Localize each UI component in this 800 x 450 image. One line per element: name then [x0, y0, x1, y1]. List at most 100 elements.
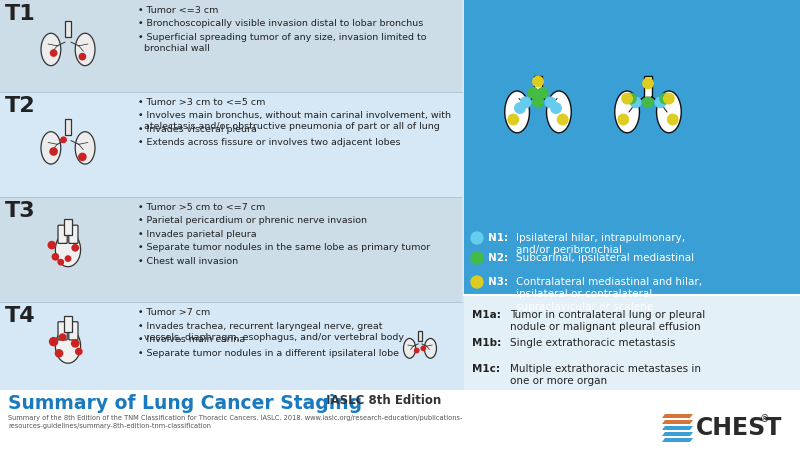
Text: Summary of Lung Cancer Staging: Summary of Lung Cancer Staging	[8, 394, 362, 413]
Text: • Superficial spreading tumor of any size, invasion limited to: • Superficial spreading tumor of any siz…	[138, 33, 426, 42]
Circle shape	[76, 348, 82, 355]
Text: bronchial wall: bronchial wall	[138, 44, 210, 53]
Text: • Tumor >7 cm: • Tumor >7 cm	[138, 308, 210, 317]
Circle shape	[618, 114, 629, 125]
Circle shape	[61, 137, 66, 143]
Text: N2:: N2:	[488, 253, 508, 263]
FancyBboxPatch shape	[534, 76, 542, 97]
FancyBboxPatch shape	[464, 295, 800, 390]
Circle shape	[471, 232, 483, 244]
Circle shape	[521, 97, 531, 108]
FancyBboxPatch shape	[0, 0, 462, 92]
Polygon shape	[662, 438, 693, 442]
Text: • Separate tumor nodules in the same lobe as primary tumor: • Separate tumor nodules in the same lob…	[138, 243, 430, 252]
Circle shape	[72, 340, 79, 347]
Text: Contralateral mediastinal and hilar,
ipsilateral or contralateral
supraclavicula: Contralateral mediastinal and hilar, ips…	[516, 277, 702, 312]
Circle shape	[538, 88, 548, 98]
Polygon shape	[662, 420, 693, 424]
FancyBboxPatch shape	[0, 197, 462, 302]
Circle shape	[508, 114, 518, 125]
Circle shape	[50, 338, 58, 346]
Circle shape	[667, 114, 678, 125]
Text: • Bronchoscopically visible invasion distal to lobar bronchus: • Bronchoscopically visible invasion dis…	[138, 19, 423, 28]
Text: T4: T4	[5, 306, 36, 326]
Circle shape	[471, 276, 483, 288]
FancyBboxPatch shape	[0, 302, 462, 390]
Text: IASLC 8th Edition: IASLC 8th Edition	[322, 394, 442, 407]
FancyBboxPatch shape	[0, 92, 462, 197]
FancyBboxPatch shape	[64, 315, 72, 332]
Ellipse shape	[75, 33, 95, 66]
Circle shape	[545, 97, 555, 108]
Circle shape	[421, 346, 426, 351]
FancyBboxPatch shape	[58, 322, 67, 340]
Text: Ipsilateral hilar, intrapulmonary,
and/or peribronchial: Ipsilateral hilar, intrapulmonary, and/o…	[516, 233, 685, 256]
FancyBboxPatch shape	[69, 322, 78, 340]
Ellipse shape	[657, 91, 682, 133]
Text: atelectasis and/or obstructive pneumonia of part or all of lung: atelectasis and/or obstructive pneumonia…	[138, 122, 440, 131]
FancyBboxPatch shape	[464, 0, 800, 295]
Circle shape	[59, 334, 66, 340]
Text: M1b:: M1b:	[472, 338, 502, 348]
Circle shape	[622, 94, 632, 104]
Text: T1: T1	[5, 4, 36, 24]
Circle shape	[660, 94, 670, 104]
Circle shape	[79, 153, 86, 161]
Circle shape	[79, 54, 86, 60]
Circle shape	[52, 254, 58, 260]
Ellipse shape	[41, 33, 61, 66]
FancyBboxPatch shape	[644, 76, 652, 97]
Circle shape	[50, 50, 57, 56]
Circle shape	[642, 97, 654, 108]
Circle shape	[551, 103, 562, 113]
Circle shape	[414, 348, 419, 353]
Circle shape	[630, 97, 641, 108]
Circle shape	[642, 78, 654, 89]
Ellipse shape	[403, 338, 416, 358]
Text: • Involves main carina: • Involves main carina	[138, 335, 245, 344]
Ellipse shape	[55, 329, 81, 363]
Ellipse shape	[41, 132, 61, 164]
Text: Multiple extrathoracic metastases in
one or more organ: Multiple extrathoracic metastases in one…	[510, 364, 701, 387]
Ellipse shape	[55, 233, 81, 267]
Circle shape	[626, 94, 636, 104]
Circle shape	[533, 97, 543, 108]
Circle shape	[533, 76, 543, 87]
Polygon shape	[662, 426, 693, 430]
FancyBboxPatch shape	[64, 219, 72, 235]
Circle shape	[558, 114, 568, 125]
Text: • Extends across fissure or involves two adjacent lobes: • Extends across fissure or involves two…	[138, 138, 401, 147]
Text: • Tumor >3 cm to <=5 cm: • Tumor >3 cm to <=5 cm	[138, 98, 266, 107]
Text: • Parietal pericardium or phrenic nerve invasion: • Parietal pericardium or phrenic nerve …	[138, 216, 367, 225]
Text: ®: ®	[760, 414, 770, 424]
Circle shape	[66, 256, 70, 261]
Circle shape	[514, 103, 525, 113]
Text: T3: T3	[5, 201, 36, 221]
Circle shape	[55, 350, 62, 357]
FancyBboxPatch shape	[69, 225, 78, 243]
FancyBboxPatch shape	[0, 390, 800, 450]
Circle shape	[528, 88, 538, 98]
Text: Summary of the 8th Edition of the TNM Classification for Thoracic Cancers. IASLC: Summary of the 8th Edition of the TNM Cl…	[8, 415, 462, 429]
Text: • Invades trachea, recurrent laryngeal nerve, great: • Invades trachea, recurrent laryngeal n…	[138, 322, 382, 331]
Text: T2: T2	[5, 96, 36, 116]
Circle shape	[664, 94, 674, 104]
Circle shape	[50, 148, 58, 155]
Text: • Separate tumor nodules in a different ipsilateral lobe: • Separate tumor nodules in a different …	[138, 349, 399, 358]
FancyBboxPatch shape	[418, 331, 422, 341]
Text: CHEST: CHEST	[696, 416, 782, 440]
Circle shape	[655, 97, 666, 108]
Text: N1:: N1:	[488, 233, 508, 243]
Ellipse shape	[614, 91, 639, 133]
Circle shape	[72, 245, 78, 251]
Text: • Tumor <=3 cm: • Tumor <=3 cm	[138, 6, 218, 15]
Text: • Tumor >5 cm to <=7 cm: • Tumor >5 cm to <=7 cm	[138, 203, 266, 212]
Text: N3:: N3:	[488, 277, 508, 287]
Ellipse shape	[75, 132, 95, 164]
Text: Tumor in contralateral lung or pleural
nodule or malignant pleural effusion: Tumor in contralateral lung or pleural n…	[510, 310, 706, 333]
Polygon shape	[662, 432, 693, 436]
FancyBboxPatch shape	[65, 119, 71, 135]
Text: M1c:: M1c:	[472, 364, 500, 374]
Text: • Chest wall invasion: • Chest wall invasion	[138, 257, 238, 266]
Text: • Invades parietal pleura: • Invades parietal pleura	[138, 230, 257, 239]
